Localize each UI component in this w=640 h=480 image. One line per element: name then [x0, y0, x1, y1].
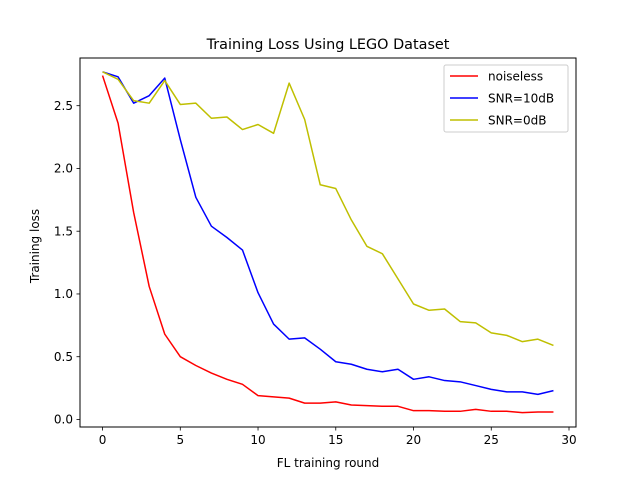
plot-area: [101, 71, 554, 414]
series-line-snr-10db: [102, 71, 554, 396]
x-tick-label: 25: [484, 433, 499, 447]
axes: 0 5 10 15 20 25 30 0.0 0.5 1.0 1.5 2.0 2.5: [54, 57, 577, 447]
legend-box: [443, 64, 569, 133]
series-line-snr-0db: [102, 71, 554, 347]
series-line-noiseless: [101, 75, 554, 414]
y-tick-label: 0.5: [54, 350, 73, 364]
y-tick-label: 2.5: [54, 99, 73, 113]
legend: noiseless SNR=10dB SNR=0dB: [443, 64, 569, 133]
legend-label: noiseless: [488, 69, 543, 83]
y-tick-label: 1.0: [54, 287, 73, 301]
y-axis-label: Training loss: [28, 209, 42, 284]
legend-label: SNR=0dB: [488, 113, 546, 127]
legend-label: SNR=10dB: [488, 91, 554, 105]
y-tick-label: 2.0: [54, 162, 73, 176]
y-tick-label: 1.5: [54, 224, 73, 238]
chart-title: Training Loss Using LEGO Dataset: [206, 37, 450, 53]
y-tick-label: 0.0: [54, 413, 73, 427]
x-tick-label: 15: [328, 433, 343, 447]
x-tick-label: 0: [99, 433, 107, 447]
axes-frame: [79, 57, 577, 428]
x-tick-label: 5: [176, 433, 184, 447]
x-tick-label: 20: [406, 433, 421, 447]
x-tick-label: 10: [250, 433, 265, 447]
x-axis-label: FL training round: [277, 456, 380, 470]
x-tick-label: 30: [561, 433, 576, 447]
